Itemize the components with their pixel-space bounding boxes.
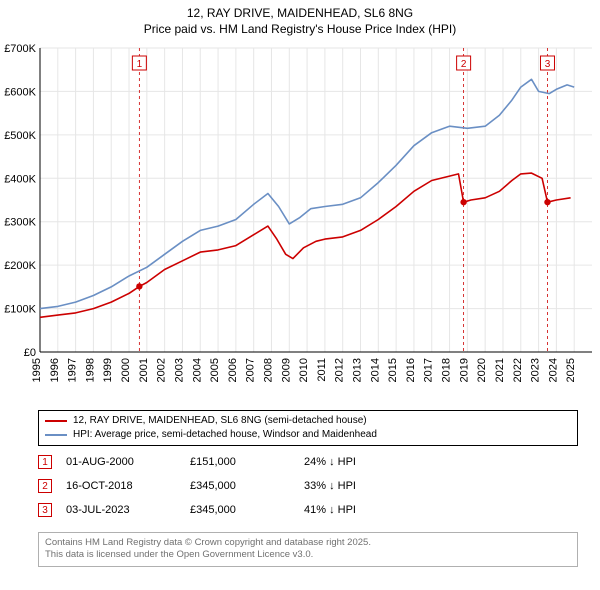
svg-text:2015: 2015 [387, 358, 399, 382]
table-row: 2 16-OCT-2018 £345,000 33% ↓ HPI [38, 474, 578, 498]
transaction-delta: 41% ↓ HPI [304, 504, 424, 516]
svg-text:£300K: £300K [4, 217, 36, 229]
svg-text:£200K: £200K [4, 260, 36, 272]
table-row: 3 03-JUL-2023 £345,000 41% ↓ HPI [38, 498, 578, 522]
legend-row: 12, RAY DRIVE, MAIDENHEAD, SL6 8NG (semi… [45, 414, 571, 428]
transactions-table: 1 01-AUG-2000 £151,000 24% ↓ HPI 2 16-OC… [38, 450, 578, 522]
chart-container: £0 £100K £200K £300K £400K £500K £600K £700K 199… [0, 42, 600, 402]
svg-text:2021: 2021 [494, 358, 506, 382]
svg-text:2019: 2019 [458, 358, 470, 382]
transaction-price: £345,000 [190, 480, 290, 492]
svg-text:1995: 1995 [31, 358, 43, 382]
svg-text:2025: 2025 [565, 358, 577, 382]
transaction-badge-icon: 2 [38, 479, 52, 493]
svg-text:2008: 2008 [262, 358, 274, 382]
svg-text:2024: 2024 [547, 358, 559, 382]
svg-text:2011: 2011 [316, 358, 328, 382]
svg-text:2018: 2018 [441, 358, 453, 382]
svg-text:1997: 1997 [67, 358, 79, 382]
svg-text:2004: 2004 [191, 358, 203, 382]
svg-text:2005: 2005 [209, 358, 221, 382]
svg-text:1999: 1999 [102, 358, 114, 382]
transaction-date: 16-OCT-2018 [66, 480, 176, 492]
legend-label: 12, RAY DRIVE, MAIDENHEAD, SL6 8NG (semi… [73, 414, 367, 428]
transaction-badge-icon: 1 [38, 455, 52, 469]
transaction-badge-icon: 3 [38, 503, 52, 517]
table-row: 1 01-AUG-2000 £151,000 24% ↓ HPI [38, 450, 578, 474]
legend-swatch-1 [45, 420, 67, 422]
svg-text:2023: 2023 [530, 358, 542, 382]
legend-swatch-2 [45, 434, 67, 436]
svg-text:£400K: £400K [4, 173, 36, 185]
credits-box: Contains HM Land Registry data © Crown c… [38, 532, 578, 567]
legend-row: HPI: Average price, semi-detached house,… [45, 428, 571, 442]
svg-text:2001: 2001 [138, 358, 150, 382]
svg-text:1: 1 [137, 59, 143, 70]
svg-text:£600K: £600K [4, 86, 36, 98]
svg-text:3: 3 [545, 59, 551, 70]
svg-text:2010: 2010 [298, 358, 310, 382]
svg-text:2: 2 [461, 59, 467, 70]
legend-label: HPI: Average price, semi-detached house,… [73, 428, 377, 442]
svg-text:2012: 2012 [334, 358, 346, 382]
svg-text:2007: 2007 [245, 358, 257, 382]
chart-svg: £0 £100K £200K £300K £400K £500K £600K £700K 199… [0, 42, 600, 402]
title-line-1: 12, RAY DRIVE, MAIDENHEAD, SL6 8NG [0, 6, 600, 22]
credits-line: This data is licensed under the Open Gov… [45, 549, 571, 561]
transaction-price: £151,000 [190, 456, 290, 468]
transaction-delta: 24% ↓ HPI [304, 456, 424, 468]
svg-text:£500K: £500K [4, 130, 36, 142]
svg-text:2009: 2009 [280, 358, 292, 382]
legend-box: 12, RAY DRIVE, MAIDENHEAD, SL6 8NG (semi… [38, 410, 578, 446]
credits-line: Contains HM Land Registry data © Crown c… [45, 537, 571, 549]
svg-text:2006: 2006 [227, 358, 239, 382]
svg-text:1996: 1996 [49, 358, 61, 382]
transaction-date: 03-JUL-2023 [66, 504, 176, 516]
transaction-date: 01-AUG-2000 [66, 456, 176, 468]
svg-text:2020: 2020 [476, 358, 488, 382]
svg-text:2016: 2016 [405, 358, 417, 382]
transaction-price: £345,000 [190, 504, 290, 516]
svg-text:2003: 2003 [173, 358, 185, 382]
chart-title-block: 12, RAY DRIVE, MAIDENHEAD, SL6 8NG Price… [0, 0, 600, 37]
transaction-delta: 33% ↓ HPI [304, 480, 424, 492]
svg-text:£100K: £100K [4, 304, 36, 316]
svg-text:£700K: £700K [4, 43, 36, 55]
svg-text:2014: 2014 [369, 358, 381, 382]
svg-text:2013: 2013 [352, 358, 364, 382]
svg-text:2017: 2017 [423, 358, 435, 382]
svg-text:2000: 2000 [120, 358, 132, 382]
title-line-2: Price paid vs. HM Land Registry's House … [0, 22, 600, 38]
svg-text:£0: £0 [24, 347, 36, 359]
svg-text:2002: 2002 [156, 358, 168, 382]
svg-text:2022: 2022 [512, 358, 524, 382]
svg-text:1998: 1998 [84, 358, 96, 382]
